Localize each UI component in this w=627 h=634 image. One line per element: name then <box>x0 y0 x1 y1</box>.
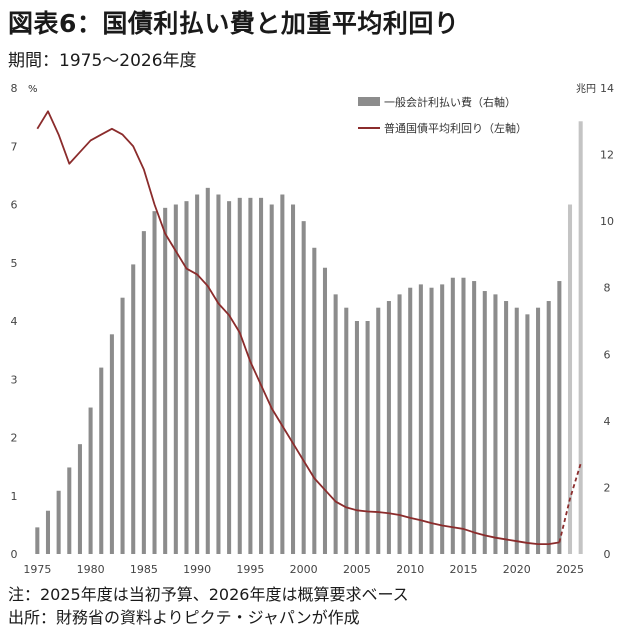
right-tick-4: 4 <box>604 415 611 428</box>
right-axis: 0 2 4 6 8 10 12 14 <box>600 82 614 561</box>
right-tick-10: 10 <box>600 215 614 228</box>
bar-2015 <box>461 277 466 554</box>
right-axis-unit: 兆円 <box>576 83 596 95</box>
chart-period: 期間：1975～2026年度 <box>8 51 197 71</box>
bar-1990 <box>195 194 200 554</box>
bar-1999 <box>291 204 296 554</box>
bar-2017 <box>482 291 487 554</box>
bar-1989 <box>184 201 189 555</box>
chart-title: 図表6：国債利払い費と加重平均利回り <box>8 9 460 38</box>
bar-2000 <box>301 221 306 554</box>
bar-2022 <box>536 307 541 554</box>
x-tick-2015: 2015 <box>449 563 477 576</box>
right-tick-2: 2 <box>604 481 611 494</box>
bar-2005 <box>354 321 359 554</box>
legend-line-label: 普通国債平均利回り（左軸） <box>384 121 527 135</box>
bar-1992 <box>216 194 221 554</box>
bar-2006 <box>365 321 370 554</box>
bar-2013 <box>440 284 445 554</box>
bar-1986 <box>152 211 157 554</box>
bar-1988 <box>173 204 178 554</box>
x-tick-1985: 1985 <box>130 563 158 576</box>
bar-2019 <box>504 301 509 554</box>
bar-1979 <box>77 444 82 554</box>
right-tick-0: 0 <box>604 548 611 561</box>
bar-2003 <box>333 294 338 554</box>
x-tick-2010: 2010 <box>396 563 424 576</box>
yield-line-projected <box>558 463 582 543</box>
bar-2008 <box>386 301 391 554</box>
bar-1977 <box>56 490 61 554</box>
bar-2007 <box>376 307 381 554</box>
bars-group <box>35 121 583 555</box>
note-line: 注：2025年度は当初予算、2026年度は概算要求ベース <box>8 585 409 604</box>
bar-1995 <box>248 197 253 554</box>
bar-2009 <box>397 294 402 554</box>
bar-1981 <box>99 367 104 554</box>
x-axis: 1975 1980 1985 1990 1995 2000 2005 2010 2015 2020… <box>23 563 584 576</box>
left-tick-7: 7 <box>11 140 18 153</box>
bar-1985 <box>141 231 146 554</box>
bar-1978 <box>67 467 72 554</box>
bar-2002 <box>322 267 328 554</box>
x-tick-1990: 1990 <box>183 563 211 576</box>
x-tick-2005: 2005 <box>343 563 371 576</box>
left-tick-2: 2 <box>11 432 18 445</box>
bar-2014 <box>450 277 455 554</box>
right-tick-14: 14 <box>600 82 614 95</box>
bar-2001 <box>312 247 317 554</box>
bar-2026 <box>578 121 583 554</box>
legend: 一般会計利払い費（右軸） 普通国債平均利回り（左軸） <box>358 95 527 135</box>
bar-1984 <box>131 264 136 554</box>
bar-2025 <box>567 204 573 554</box>
x-tick-2000: 2000 <box>290 563 318 576</box>
bar-2023 <box>546 301 551 554</box>
bar-2010 <box>408 287 413 554</box>
left-tick-1: 1 <box>11 490 18 503</box>
x-tick-2025: 2025 <box>556 563 584 576</box>
right-tick-8: 8 <box>604 282 611 295</box>
bar-1975 <box>35 527 40 554</box>
bar-1987 <box>163 207 168 554</box>
bar-1982 <box>109 334 114 554</box>
bar-2024 <box>557 281 562 554</box>
bar-1997 <box>269 204 274 554</box>
x-tick-1995: 1995 <box>236 563 264 576</box>
x-tick-1975: 1975 <box>23 563 51 576</box>
right-tick-6: 6 <box>604 348 611 361</box>
bar-1998 <box>280 194 285 554</box>
left-tick-3: 3 <box>11 373 18 386</box>
left-tick-5: 5 <box>11 257 18 270</box>
bar-1983 <box>120 297 125 554</box>
bar-2012 <box>429 287 434 554</box>
legend-bar-swatch <box>358 97 380 106</box>
bar-2011 <box>418 284 423 554</box>
lines-group <box>36 110 582 545</box>
legend-bar-label: 一般会計利払い費（右軸） <box>384 95 516 109</box>
bar-1993 <box>227 201 232 555</box>
bar-1996 <box>259 197 264 554</box>
bar-2016 <box>472 281 477 554</box>
bar-1976 <box>45 510 51 554</box>
left-tick-4: 4 <box>11 315 18 328</box>
source-line: 出所：財務省の資料よりピクテ・ジャパンが作成 <box>8 608 360 627</box>
bar-1980 <box>88 407 93 554</box>
chart-notes: 注：2025年度は当初予算、2026年度は概算要求ベース 出所：財務省の資料より… <box>8 583 409 629</box>
bar-1991 <box>205 187 210 555</box>
bar-2020 <box>514 307 519 554</box>
left-tick-8: 8 <box>11 82 18 95</box>
left-tick-6: 6 <box>11 199 18 212</box>
right-tick-12: 12 <box>600 149 614 162</box>
bar-2021 <box>525 314 530 554</box>
left-axis: 0 1 2 3 4 5 6 7 8 <box>11 82 18 561</box>
left-axis-unit: % <box>28 84 38 95</box>
x-tick-2020: 2020 <box>503 563 531 576</box>
x-tick-1980: 1980 <box>77 563 105 576</box>
bar-2018 <box>493 294 498 554</box>
bar-1994 <box>237 197 242 554</box>
yield-line <box>36 110 560 545</box>
bar-2004 <box>344 307 349 554</box>
left-tick-0: 0 <box>11 548 18 561</box>
